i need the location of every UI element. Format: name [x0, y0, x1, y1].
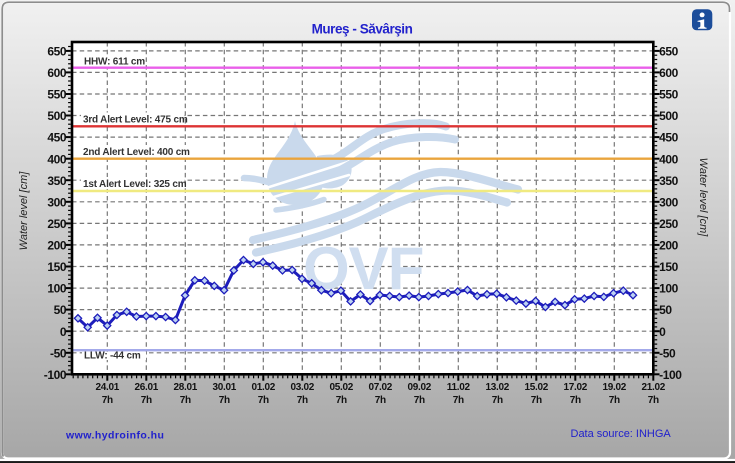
svg-text:-100: -100 [44, 368, 67, 382]
svg-text:Data source: INHGA: Data source: INHGA [571, 428, 672, 440]
svg-text:150: 150 [659, 260, 679, 274]
svg-text:550: 550 [659, 88, 679, 102]
svg-text:7h: 7h [648, 395, 659, 406]
svg-text:Mureş - Săvârşin: Mureş - Săvârşin [312, 22, 413, 37]
svg-text:-50: -50 [50, 346, 67, 360]
svg-text:7h: 7h [453, 395, 464, 406]
svg-text:600: 600 [659, 66, 679, 80]
svg-text:Water level [cm]: Water level [cm] [18, 171, 30, 251]
svg-text:7h: 7h [219, 395, 230, 406]
svg-text:7h: 7h [531, 395, 542, 406]
svg-text:19.02: 19.02 [603, 382, 627, 393]
svg-text:LLW: -44 cm: LLW: -44 cm [84, 350, 141, 361]
svg-text:2nd Alert Level: 400 cm: 2nd Alert Level: 400 cm [83, 147, 190, 158]
svg-text:350: 350 [47, 174, 67, 188]
svg-text:250: 250 [47, 217, 67, 231]
svg-text:200: 200 [659, 239, 679, 253]
svg-text:350: 350 [659, 174, 679, 188]
svg-text:7h: 7h [258, 395, 269, 406]
svg-text:7h: 7h [609, 395, 620, 406]
svg-text:21.02: 21.02 [642, 382, 666, 393]
svg-text:200: 200 [47, 239, 67, 253]
svg-text:1st Alert Level: 325 cm: 1st Alert Level: 325 cm [83, 179, 187, 190]
svg-text:650: 650 [47, 45, 67, 59]
svg-text:30.01: 30.01 [213, 382, 237, 393]
svg-text:7h: 7h [570, 395, 581, 406]
svg-text:HHW: 611 cm: HHW: 611 cm [84, 57, 145, 68]
svg-text:300: 300 [47, 195, 67, 209]
svg-text:50: 50 [54, 303, 67, 317]
svg-text:0: 0 [659, 325, 666, 339]
svg-text:07.02: 07.02 [369, 382, 393, 393]
svg-text:500: 500 [659, 109, 679, 123]
svg-text:50: 50 [659, 303, 672, 317]
svg-text:05.02: 05.02 [330, 382, 354, 393]
svg-text:24.01: 24.01 [96, 382, 120, 393]
svg-text:400: 400 [659, 152, 679, 166]
svg-text:7h: 7h [180, 395, 191, 406]
svg-text:650: 650 [659, 45, 679, 59]
svg-text:28.01: 28.01 [174, 382, 198, 393]
svg-text:-100: -100 [659, 368, 682, 382]
svg-text:17.02: 17.02 [564, 382, 588, 393]
svg-text:13.02: 13.02 [486, 382, 510, 393]
svg-text:09.02: 09.02 [408, 382, 432, 393]
svg-text:Water level [cm]: Water level [cm] [697, 158, 709, 238]
svg-text:450: 450 [659, 131, 679, 145]
svg-text:7h: 7h [297, 395, 308, 406]
svg-text:100: 100 [659, 282, 679, 296]
svg-text:7h: 7h [375, 395, 386, 406]
svg-text:550: 550 [47, 88, 67, 102]
svg-text:100: 100 [47, 282, 67, 296]
svg-text:-50: -50 [659, 346, 676, 360]
svg-text:15.02: 15.02 [525, 382, 549, 393]
svg-text:3rd Alert Level: 475 cm: 3rd Alert Level: 475 cm [83, 115, 188, 126]
svg-text:11.02: 11.02 [447, 382, 471, 393]
svg-text:7h: 7h [141, 395, 152, 406]
svg-text:300: 300 [659, 195, 679, 209]
svg-text:7h: 7h [336, 395, 347, 406]
svg-text:7h: 7h [102, 395, 113, 406]
svg-text:0: 0 [60, 325, 67, 339]
svg-text:7h: 7h [492, 395, 503, 406]
svg-text:www.hydroinfo.hu: www.hydroinfo.hu [65, 430, 164, 442]
svg-text:600: 600 [47, 66, 67, 80]
svg-text:03.02: 03.02 [291, 382, 315, 393]
svg-text:500: 500 [47, 109, 67, 123]
svg-text:7h: 7h [414, 395, 425, 406]
svg-text:250: 250 [659, 217, 679, 231]
svg-text:01.02: 01.02 [252, 382, 276, 393]
svg-text:26.01: 26.01 [135, 382, 159, 393]
svg-text:400: 400 [47, 152, 67, 166]
svg-text:150: 150 [47, 260, 67, 274]
svg-text:450: 450 [47, 131, 67, 145]
